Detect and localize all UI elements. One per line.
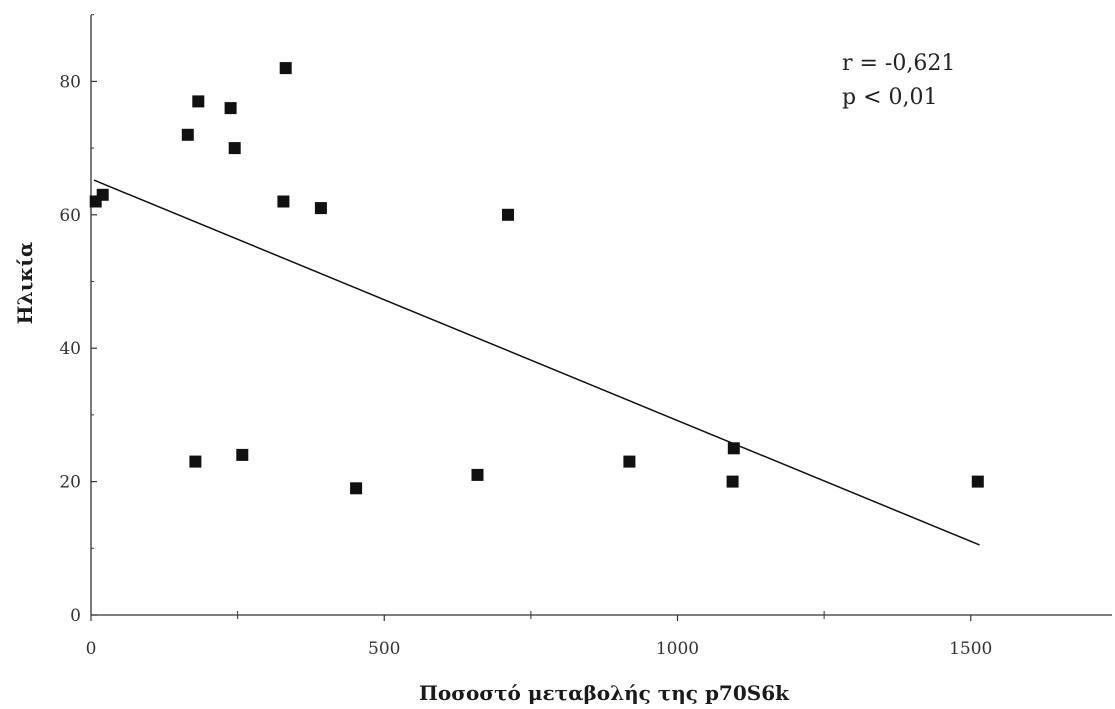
data-point-18 <box>971 475 984 488</box>
data-point-16 <box>727 442 740 455</box>
regression-line <box>93 179 980 546</box>
y-tick-label-40: 40 <box>59 339 81 359</box>
p-value-annotation: p < 0,01 <box>842 85 938 110</box>
y-tick-label-20: 20 <box>59 473 81 493</box>
data-point-15 <box>623 455 636 468</box>
data-point-5 <box>224 102 237 115</box>
y-tick-label-0: 0 <box>70 606 81 626</box>
axes <box>90 15 1112 616</box>
data-point-17 <box>726 475 739 488</box>
x-tick-label-500: 500 <box>368 639 400 659</box>
y-axis-title: Ηλικία <box>13 242 37 325</box>
x-tick-label-1500: 1500 <box>949 639 992 659</box>
data-point-14 <box>471 468 484 481</box>
trendline-group <box>93 179 980 546</box>
data-points <box>89 62 984 495</box>
x-tick-label-0: 0 <box>86 639 97 659</box>
data-point-13 <box>350 482 363 495</box>
data-point-12 <box>236 448 249 461</box>
data-point-2 <box>96 188 109 201</box>
x-tick-label-1000: 1000 <box>656 639 699 659</box>
ticks: 0 20 40 60 80 0 500 1000 1500 <box>59 14 992 659</box>
data-point-7 <box>277 195 290 208</box>
data-point-6 <box>228 142 241 155</box>
data-point-9 <box>314 202 327 215</box>
data-point-3 <box>181 128 194 141</box>
x-axis-title: Ποσοστό μεταβολής της p70S6k <box>419 681 790 705</box>
correlation-r-annotation: r = -0,621 <box>842 51 955 76</box>
data-point-4 <box>192 95 205 108</box>
y-tick-label-60: 60 <box>59 206 81 226</box>
data-point-11 <box>189 455 202 468</box>
data-point-8 <box>279 62 292 75</box>
y-tick-label-80: 80 <box>59 72 81 92</box>
data-point-10 <box>502 208 514 221</box>
